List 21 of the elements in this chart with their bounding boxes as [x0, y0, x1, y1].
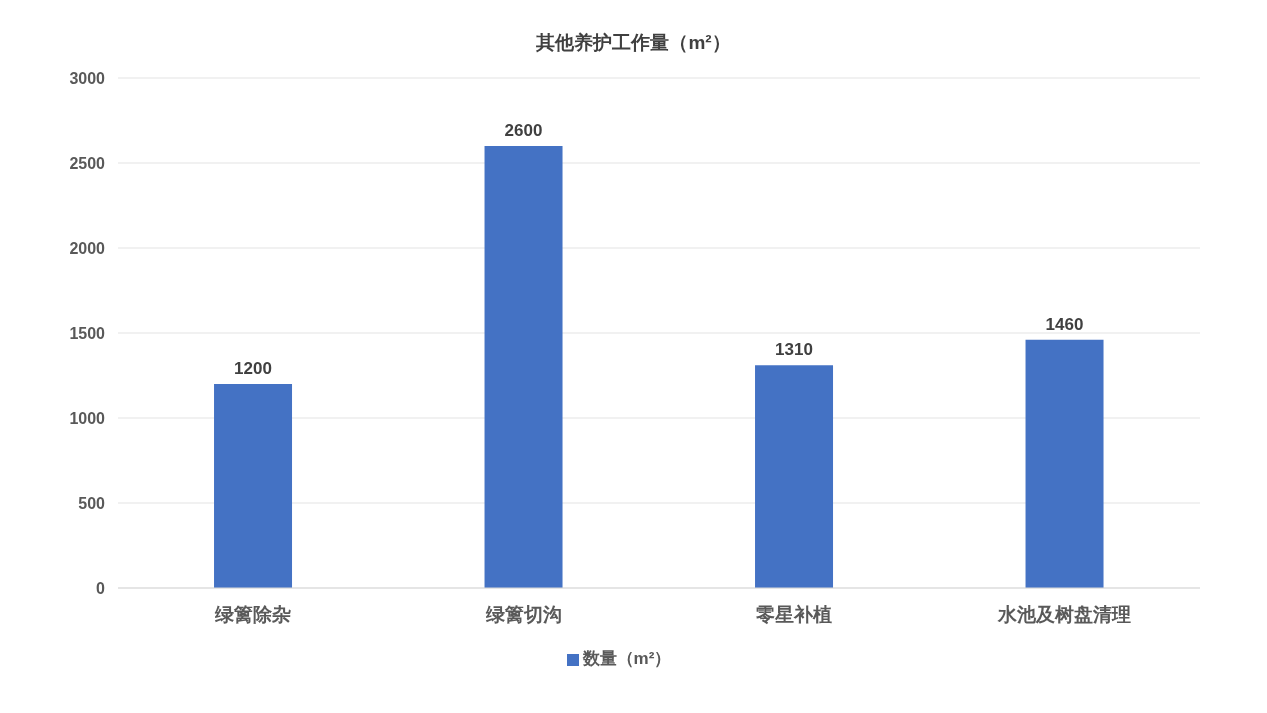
y-tick-label: 3000 — [69, 69, 106, 87]
data-label: 1200 — [234, 359, 272, 378]
bar — [214, 384, 293, 588]
x-tick-label: 绿篱切沟 — [484, 604, 562, 626]
y-tick-label: 2500 — [69, 154, 106, 172]
data-label: 1310 — [775, 340, 813, 360]
bar — [484, 146, 563, 588]
y-tick-label: 1000 — [69, 409, 106, 427]
bar — [755, 365, 834, 588]
x-tick-label: 水池及树盘清理 — [997, 604, 1132, 626]
y-tick-label: 500 — [78, 494, 106, 512]
data-label: 1460 — [1045, 314, 1084, 334]
data-label: 2600 — [504, 121, 543, 140]
y-tick-label: 2000 — [69, 239, 106, 257]
chart-title: 其他养护工作量（m²） — [535, 31, 732, 55]
y-tick-label: 1500 — [69, 324, 106, 342]
y-tick-label: 0 — [96, 579, 106, 597]
legend-label: 数量（m²） — [582, 649, 672, 668]
x-tick-label: 绿篱除杂 — [214, 604, 292, 626]
x-tick-label: 零星补植 — [756, 604, 833, 626]
bar — [1025, 339, 1104, 588]
